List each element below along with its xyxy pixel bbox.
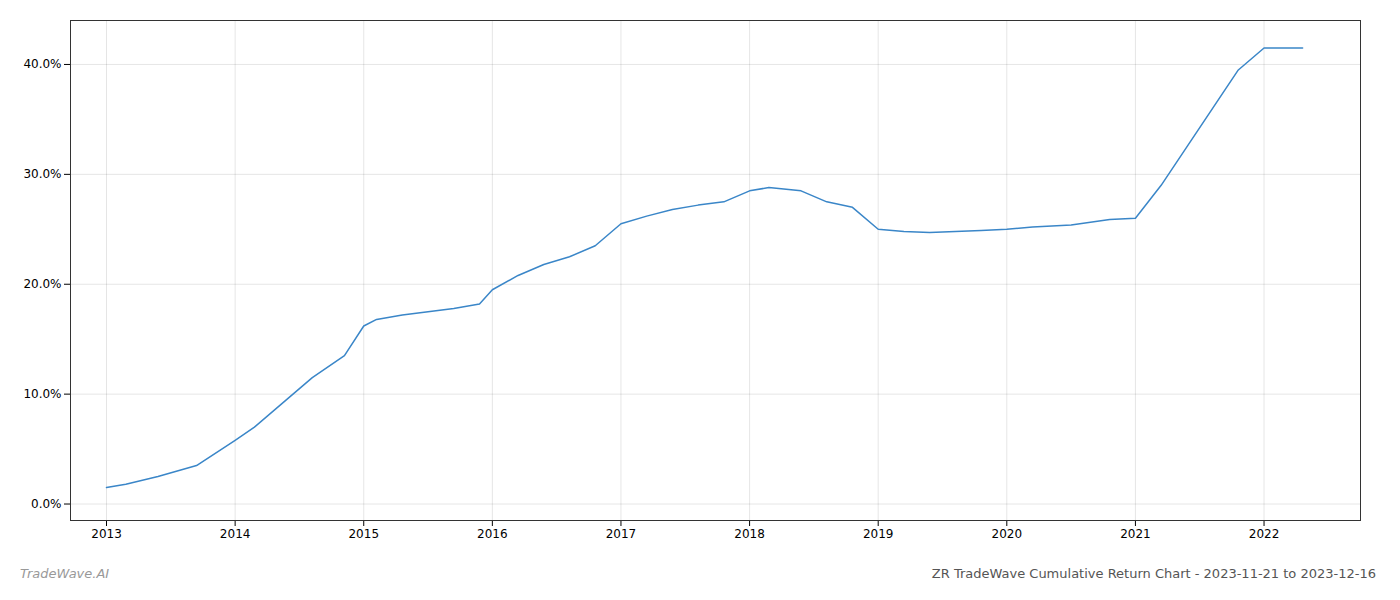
html-text:ZR TradeWave Cumulative Return: ZR TradeWave Cumulative Return Chart - 2… bbox=[931, 566, 1376, 581]
svg-text:2021: 2021 bbox=[1120, 527, 1151, 541]
svg-text:2019: 2019 bbox=[863, 527, 894, 541]
svg-text:40.0%: 40.0% bbox=[23, 57, 61, 71]
svg-text:30.0%: 30.0% bbox=[23, 167, 61, 181]
svg-text:2014: 2014 bbox=[220, 527, 251, 541]
svg-text:2016: 2016 bbox=[477, 527, 508, 541]
svg-text:10.0%: 10.0% bbox=[23, 387, 61, 401]
svg-text:2018: 2018 bbox=[734, 527, 765, 541]
svg-text:2020: 2020 bbox=[992, 527, 1023, 541]
svg-text:2017: 2017 bbox=[606, 527, 637, 541]
svg-text:2013: 2013 bbox=[91, 527, 122, 541]
svg-text:2022: 2022 bbox=[1249, 527, 1280, 541]
svg-text:0.0%: 0.0% bbox=[31, 497, 62, 511]
svg-text:20.0%: 20.0% bbox=[23, 277, 61, 291]
html-text:TradeWave.AI: TradeWave.AI bbox=[20, 566, 110, 581]
svg-text:2015: 2015 bbox=[348, 527, 379, 541]
